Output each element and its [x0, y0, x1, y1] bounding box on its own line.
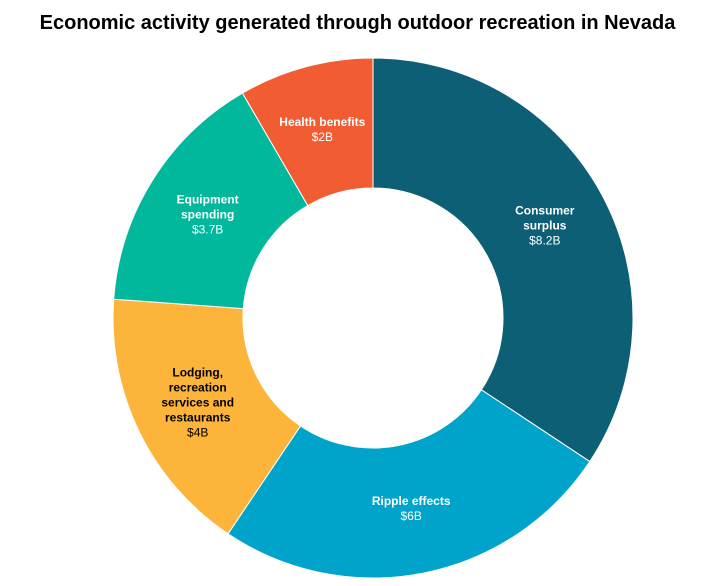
- value-label: $6B: [400, 509, 422, 524]
- value-label: $8.2B: [529, 233, 561, 248]
- wedge-label: Ripple effects $6B: [361, 494, 461, 524]
- wedge-label: Consumer surplus $8.2B: [495, 203, 595, 248]
- category-label: Equipment spending: [176, 192, 239, 222]
- wedge-label: Lodging, recreation services and restaur…: [148, 366, 248, 441]
- chart-title: Economic activity generated through outd…: [39, 12, 676, 34]
- wedge-label: Health benefits $2B: [272, 115, 372, 145]
- wedge: [372, 57, 634, 463]
- wedge-label: Equipment spending $3.7B: [158, 192, 258, 237]
- category-label: Ripple effects: [371, 494, 451, 509]
- wedge: [112, 298, 302, 535]
- value-label: $4B: [187, 425, 209, 440]
- value-label: $2B: [311, 129, 333, 144]
- wedge: [227, 389, 591, 579]
- category-label: Lodging, recreation services and restaur…: [161, 365, 235, 425]
- value-label: $3.7B: [191, 222, 224, 237]
- wedge: [241, 57, 374, 207]
- category-label: Consumer surplus: [515, 203, 575, 233]
- category-label: Health benefits: [279, 114, 366, 129]
- wedge: [113, 92, 309, 310]
